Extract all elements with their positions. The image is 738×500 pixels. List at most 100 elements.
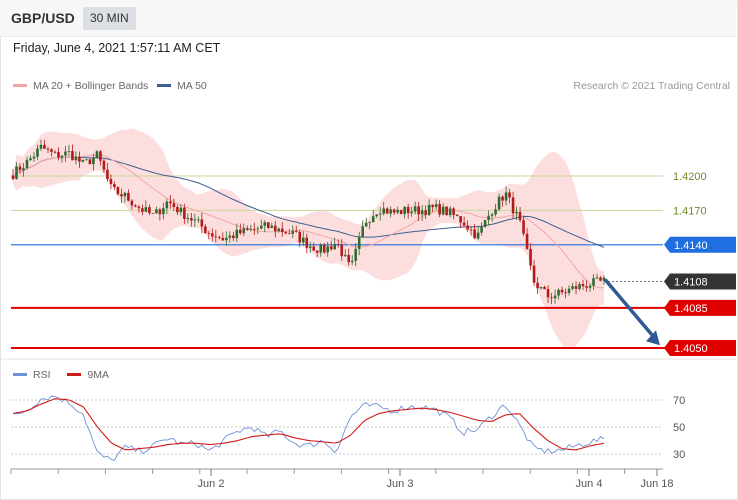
candle <box>529 243 532 271</box>
candle <box>193 213 197 228</box>
candle <box>116 186 120 196</box>
candle <box>99 149 102 166</box>
candle <box>81 159 85 163</box>
candle <box>473 224 476 239</box>
legend-ma50-label: MA 50 <box>177 80 207 92</box>
rsi-tick-label-50: 50 <box>673 422 685 434</box>
candle <box>190 212 193 227</box>
rsi-swatch <box>13 372 27 376</box>
candle <box>46 146 50 154</box>
candle <box>399 209 403 215</box>
candle <box>36 144 39 161</box>
candle <box>60 155 64 163</box>
candle <box>266 222 270 229</box>
candle <box>102 159 106 173</box>
candle <box>368 221 371 230</box>
candle <box>95 149 99 159</box>
rsi-ma9-line <box>12 398 605 451</box>
candle <box>214 229 218 243</box>
candle <box>469 226 473 236</box>
candle <box>287 229 291 235</box>
candle <box>476 225 480 240</box>
candle <box>487 210 490 226</box>
candle <box>459 215 462 229</box>
candle <box>298 229 302 248</box>
candle <box>64 145 67 162</box>
candle <box>532 260 536 286</box>
candle <box>155 206 158 214</box>
candle <box>375 214 378 219</box>
candle <box>273 220 277 238</box>
timeframe-badge[interactable]: 30 MIN <box>83 7 136 30</box>
rsi-legend-label: RSI <box>33 369 51 381</box>
candle <box>539 286 543 290</box>
candle <box>301 231 305 247</box>
candle <box>357 231 361 256</box>
forecast-arrowhead <box>646 330 660 346</box>
candle <box>294 225 298 233</box>
candle <box>326 241 330 257</box>
candle <box>501 194 504 207</box>
candle <box>85 158 88 161</box>
level-label-1.4108: 1.4108 <box>674 276 708 288</box>
candle <box>522 215 525 236</box>
x-tick-label: Jun 3 <box>387 478 414 490</box>
candle <box>441 203 445 216</box>
candle <box>144 200 148 213</box>
candle <box>284 230 288 235</box>
candle <box>197 216 200 223</box>
candle <box>585 279 588 292</box>
candle <box>560 286 564 295</box>
candle <box>455 214 459 217</box>
candle <box>186 213 190 224</box>
symbol-title: GBP/USD <box>11 10 75 26</box>
candle <box>277 227 281 233</box>
candle <box>515 206 518 221</box>
candle <box>508 189 511 204</box>
candle <box>151 213 155 214</box>
candle <box>564 288 567 299</box>
candle <box>141 204 144 216</box>
candle <box>130 199 134 210</box>
level-tag-1.4108 <box>664 273 736 290</box>
candle <box>291 225 295 238</box>
candle <box>11 169 15 181</box>
candle <box>29 155 32 162</box>
candle <box>211 228 214 242</box>
candle <box>120 188 123 204</box>
legend-ma20-label: MA 20 + Bollinger Bands <box>33 80 149 92</box>
level-label-1.4170: 1.4170 <box>673 205 707 217</box>
candle <box>420 205 424 221</box>
candle <box>396 206 399 215</box>
candle <box>588 283 592 292</box>
candle <box>78 151 81 168</box>
candle <box>134 204 137 208</box>
candle <box>252 222 256 235</box>
candle <box>448 206 452 218</box>
candle <box>113 181 116 190</box>
candle <box>53 149 57 154</box>
candle <box>557 288 560 300</box>
candle <box>410 206 413 217</box>
candle <box>497 193 501 212</box>
candle <box>385 207 389 214</box>
level-label-1.4200: 1.4200 <box>673 171 707 183</box>
candle <box>239 223 242 236</box>
candle <box>319 243 323 257</box>
candle <box>67 144 71 157</box>
candle <box>50 147 53 157</box>
candle <box>25 156 29 170</box>
candle <box>71 144 74 161</box>
candle <box>259 219 263 230</box>
candle <box>127 189 130 202</box>
candle <box>158 207 162 221</box>
candle <box>536 277 539 294</box>
candle <box>225 231 228 246</box>
candle <box>263 220 267 233</box>
candle <box>389 206 392 218</box>
candle <box>322 242 326 255</box>
level-label-1.4140: 1.4140 <box>674 240 708 252</box>
rsi-tick-label-70: 70 <box>673 395 685 407</box>
candle <box>550 293 553 305</box>
